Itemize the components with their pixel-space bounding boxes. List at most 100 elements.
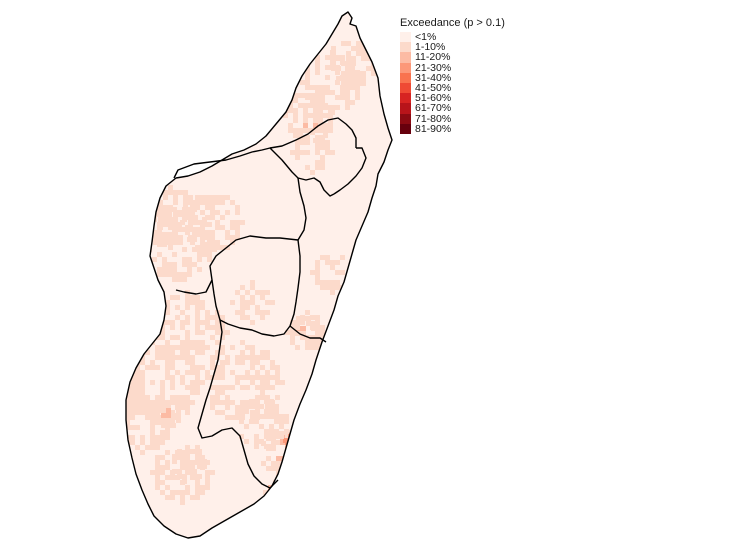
raster-cell <box>325 105 330 110</box>
raster-cell <box>195 220 200 225</box>
raster-cell <box>175 400 180 405</box>
raster-cell <box>315 55 320 60</box>
raster-cell <box>301 456 306 461</box>
raster-cell <box>320 95 325 100</box>
raster-cell <box>286 451 291 456</box>
raster-cell <box>263 490 268 495</box>
raster-cell <box>270 375 275 380</box>
raster-cell <box>180 460 185 465</box>
raster-cell <box>195 205 200 210</box>
raster-cell <box>145 445 150 450</box>
raster-cell <box>235 210 240 215</box>
legend-swatch <box>400 62 411 73</box>
raster-cell <box>176 418 181 423</box>
raster-cell <box>210 210 215 215</box>
raster-cell <box>325 150 330 155</box>
raster-cell <box>190 470 195 475</box>
raster-cell <box>200 200 205 205</box>
raster-cell <box>318 113 323 118</box>
raster-cell <box>315 315 320 320</box>
raster-cell <box>155 435 160 440</box>
raster-cell <box>320 145 325 150</box>
raster-cell <box>170 385 175 390</box>
legend-item: 11-20% <box>400 52 505 63</box>
raster-cell <box>274 409 279 414</box>
raster-cell <box>140 435 145 440</box>
raster-cell <box>142 237 147 242</box>
raster-cell <box>167 262 172 267</box>
raster-cell <box>143 205 148 210</box>
raster-cell <box>145 395 150 400</box>
raster-cell <box>115 415 120 420</box>
raster-cell <box>180 495 185 500</box>
raster-cell <box>110 420 115 425</box>
raster-cell <box>310 130 315 135</box>
raster-cell <box>300 140 305 145</box>
raster-cell <box>315 160 320 165</box>
raster-cell <box>240 400 245 405</box>
raster-cell <box>182 272 187 277</box>
raster-cell <box>182 257 187 262</box>
raster-cell <box>295 150 300 155</box>
raster-cell <box>170 350 175 355</box>
raster-cell <box>255 360 260 365</box>
raster-cell <box>356 71 361 76</box>
raster-cell <box>305 140 310 145</box>
raster-cell <box>160 440 165 445</box>
raster-cell <box>230 415 235 420</box>
raster-cell <box>185 305 190 310</box>
raster-cell <box>220 325 225 330</box>
legend-item: 61-70% <box>400 102 505 115</box>
raster-cell <box>170 395 175 400</box>
raster-cell <box>330 260 335 265</box>
raster-cell <box>175 295 180 300</box>
raster-cell <box>313 98 318 103</box>
raster-cell <box>155 485 160 490</box>
raster-cell <box>244 404 249 409</box>
raster-cell <box>185 295 190 300</box>
raster-cell <box>183 195 188 200</box>
raster-cell <box>205 485 210 490</box>
raster-cell <box>315 60 320 65</box>
raster-cell <box>250 320 255 325</box>
raster-cell <box>182 217 187 222</box>
raster-cell <box>346 66 351 71</box>
raster-cell <box>305 85 310 90</box>
legend-swatch <box>400 113 411 124</box>
raster-cell <box>235 375 240 380</box>
raster-cell <box>296 441 301 446</box>
raster-cell <box>185 465 190 470</box>
raster-cell <box>205 215 210 220</box>
raster-cell <box>225 355 230 360</box>
raster-cell <box>195 390 200 395</box>
raster-cell <box>215 210 220 215</box>
raster-cell <box>173 230 178 235</box>
raster-cell <box>215 365 220 370</box>
legend-label: 61-70% <box>415 102 452 115</box>
raster-cell <box>345 90 350 95</box>
raster-cell <box>276 461 281 466</box>
raster-cell <box>170 400 175 405</box>
raster-cell <box>313 128 318 133</box>
raster-cell <box>346 51 351 56</box>
raster-cell <box>190 365 195 370</box>
raster-cell <box>140 385 145 390</box>
raster-cell <box>210 215 215 220</box>
raster-cell <box>160 420 165 425</box>
raster-cell <box>148 200 153 205</box>
raster-cell <box>183 200 188 205</box>
raster-cell <box>160 480 165 485</box>
raster-cell <box>185 360 190 365</box>
raster-cell <box>265 375 270 380</box>
raster-cell <box>315 265 320 270</box>
raster-cell <box>255 395 260 400</box>
legend-label: 1-10% <box>415 41 446 54</box>
raster-cell <box>180 395 185 400</box>
raster-cell <box>140 390 145 395</box>
raster-cell <box>315 70 320 75</box>
raster-cell <box>255 370 260 375</box>
raster-cell <box>305 75 310 80</box>
raster-cell <box>235 410 240 415</box>
raster-cell <box>269 409 274 414</box>
raster-cell <box>192 227 197 232</box>
